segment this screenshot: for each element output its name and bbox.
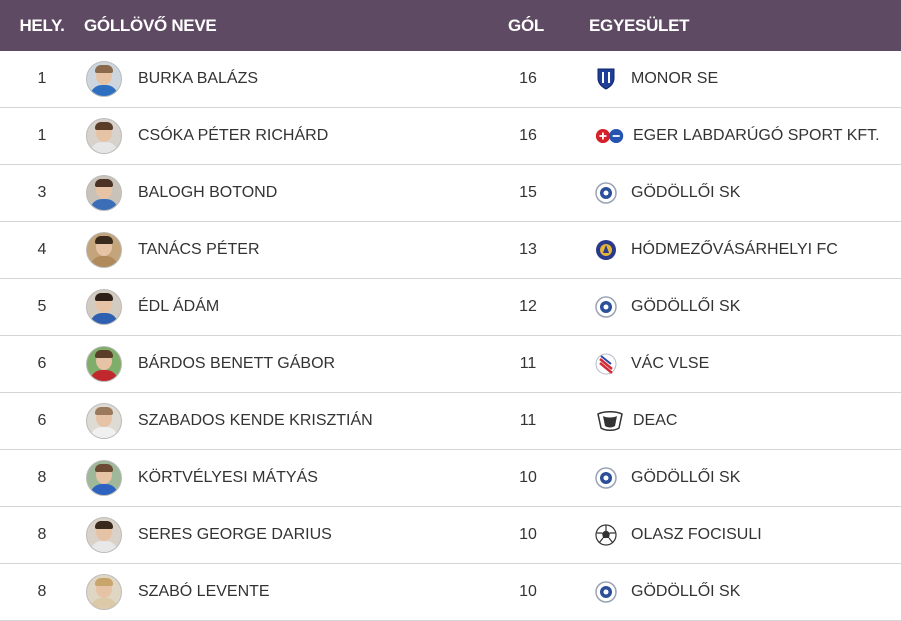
player-cell[interactable]: ÉDL ÁDÁM (86, 289, 476, 325)
player-cell[interactable]: CSÓKA PÉTER RICHÁRD (86, 118, 476, 154)
player-name[interactable]: BÁRDOS BENETT GÁBOR (138, 355, 336, 372)
header-rank: HELY. (19, 15, 65, 35)
table-row: 5 ÉDL ÁDÁM 12 GÖDÖLLŐI SK (0, 279, 901, 336)
olasz-focisuli-crest-icon (595, 524, 617, 546)
player-avatar (86, 346, 122, 382)
table-row: 3 BALOGH BOTOND 15 GÖDÖLLŐI SK (0, 165, 901, 222)
table-row: 1 CSÓKA PÉTER RICHÁRD 16 EGER LABDARÚGÓ … (0, 108, 901, 165)
club-cell[interactable]: OLASZ FOCISULI (580, 524, 762, 546)
club-cell[interactable]: GÖDÖLLŐI SK (580, 581, 740, 603)
goals-cell: 10 (519, 469, 537, 486)
rank-cell: 5 (37, 298, 47, 315)
player-avatar (86, 460, 122, 496)
club-name[interactable]: OLASZ FOCISULI (631, 526, 762, 543)
club-cell[interactable]: MONOR SE (580, 68, 718, 90)
deac-crest-icon (595, 410, 625, 432)
club-name[interactable]: HÓDMEZŐVÁSÁRHELYI FC (631, 241, 838, 258)
goals-cell: 10 (519, 583, 537, 600)
player-name[interactable]: TANÁCS PÉTER (138, 241, 260, 258)
player-cell[interactable]: SERES GEORGE DARIUS (86, 517, 476, 553)
table-row: 4 TANÁCS PÉTER 13 HÓDMEZŐVÁSÁRHELYI FC (0, 222, 901, 279)
club-cell[interactable]: DEAC (580, 410, 677, 432)
goals-cell: 11 (519, 355, 537, 372)
goals-cell: 11 (519, 412, 537, 429)
club-cell[interactable]: VÁC VLSE (580, 353, 709, 375)
goals-cell: 16 (519, 70, 537, 87)
rank-cell: 1 (37, 127, 47, 144)
rank-cell: 3 (37, 184, 47, 201)
player-name[interactable]: BURKA BALÁZS (138, 70, 259, 87)
table-row: 1 BURKA BALÁZS 16 MONOR SE (0, 51, 901, 108)
player-cell[interactable]: TANÁCS PÉTER (86, 232, 476, 268)
header-club: EGYESÜLET (589, 15, 690, 35)
player-avatar (86, 574, 122, 610)
player-name[interactable]: CSÓKA PÉTER RICHÁRD (138, 127, 329, 144)
goals-cell: 16 (519, 127, 537, 144)
table-row: 8 KÖRTVÉLYESI MÁTYÁS 10 GÖDÖLLŐI SK (0, 450, 901, 507)
rank-cell: 8 (37, 583, 47, 600)
rank-cell: 6 (37, 355, 47, 372)
club-cell[interactable]: GÖDÖLLŐI SK (580, 296, 740, 318)
player-avatar (86, 175, 122, 211)
hodmezovasarhelyi-fc-crest-icon (595, 239, 617, 261)
player-name[interactable]: SERES GEORGE DARIUS (138, 526, 332, 543)
club-cell[interactable]: GÖDÖLLŐI SK (580, 182, 740, 204)
club-name[interactable]: DEAC (633, 412, 678, 429)
player-name[interactable]: KÖRTVÉLYESI MÁTYÁS (138, 469, 318, 486)
godolloi-sk-crest-icon (595, 296, 617, 318)
player-name[interactable]: ÉDL ÁDÁM (138, 298, 220, 315)
player-name[interactable]: SZABADOS KENDE KRISZTIÁN (138, 412, 373, 429)
godolloi-sk-crest-icon (595, 467, 617, 489)
rank-cell: 6 (37, 412, 47, 429)
rank-cell: 4 (37, 241, 47, 258)
player-cell[interactable]: BALOGH BOTOND (86, 175, 476, 211)
rank-cell: 8 (37, 526, 47, 543)
table-row: 8 SZABÓ LEVENTE 10 GÖDÖLLŐI SK (0, 564, 901, 621)
goals-cell: 15 (519, 184, 537, 201)
table-body: 1 BURKA BALÁZS 16 MONOR SE 1 CSÓKA PÉTER… (0, 51, 901, 621)
club-name[interactable]: EGER LABDARÚGÓ SPORT KFT. (633, 127, 880, 144)
vac-vlse-crest-icon (595, 353, 617, 375)
club-name[interactable]: GÖDÖLLŐI SK (631, 583, 741, 600)
eger-crest-icon (595, 125, 625, 147)
club-name[interactable]: VÁC VLSE (631, 355, 710, 372)
goals-cell: 12 (519, 298, 537, 315)
goals-cell: 13 (519, 241, 537, 258)
player-cell[interactable]: BURKA BALÁZS (86, 61, 476, 97)
club-cell[interactable]: HÓDMEZŐVÁSÁRHELYI FC (580, 239, 838, 261)
club-name[interactable]: GÖDÖLLŐI SK (631, 469, 741, 486)
player-cell[interactable]: SZABÓ LEVENTE (86, 574, 476, 610)
godolloi-sk-crest-icon (595, 581, 617, 603)
rank-cell: 8 (37, 469, 47, 486)
header-scorer-name: GÓLLÖVŐ NEVE (84, 15, 217, 35)
player-cell[interactable]: KÖRTVÉLYESI MÁTYÁS (86, 460, 476, 496)
table-row: 6 BÁRDOS BENETT GÁBOR 11 VÁC VLSE (0, 336, 901, 393)
monor-se-crest-icon (595, 68, 617, 90)
player-avatar (86, 289, 122, 325)
table-header: HELY. GÓLLÖVŐ NEVE GÓL EGYESÜLET (0, 0, 901, 51)
club-cell[interactable]: GÖDÖLLŐI SK (580, 467, 740, 489)
player-name[interactable]: SZABÓ LEVENTE (138, 583, 270, 600)
godolloi-sk-crest-icon (595, 182, 617, 204)
player-avatar (86, 61, 122, 97)
player-avatar (86, 403, 122, 439)
club-name[interactable]: GÖDÖLLŐI SK (631, 298, 741, 315)
table-row: 6 SZABADOS KENDE KRISZTIÁN 11 DEAC (0, 393, 901, 450)
player-cell[interactable]: BÁRDOS BENETT GÁBOR (86, 346, 476, 382)
player-avatar (86, 517, 122, 553)
club-cell[interactable]: EGER LABDARÚGÓ SPORT KFT. (580, 125, 880, 147)
player-avatar (86, 232, 122, 268)
club-name[interactable]: GÖDÖLLŐI SK (631, 184, 741, 201)
player-cell[interactable]: SZABADOS KENDE KRISZTIÁN (86, 403, 476, 439)
club-name[interactable]: MONOR SE (631, 70, 719, 87)
header-goals: GÓL (508, 15, 544, 35)
table-row: 8 SERES GEORGE DARIUS 10 OLASZ FOCISULI (0, 507, 901, 564)
rank-cell: 1 (37, 70, 47, 87)
player-name[interactable]: BALOGH BOTOND (138, 184, 278, 201)
goals-cell: 10 (519, 526, 537, 543)
player-avatar (86, 118, 122, 154)
